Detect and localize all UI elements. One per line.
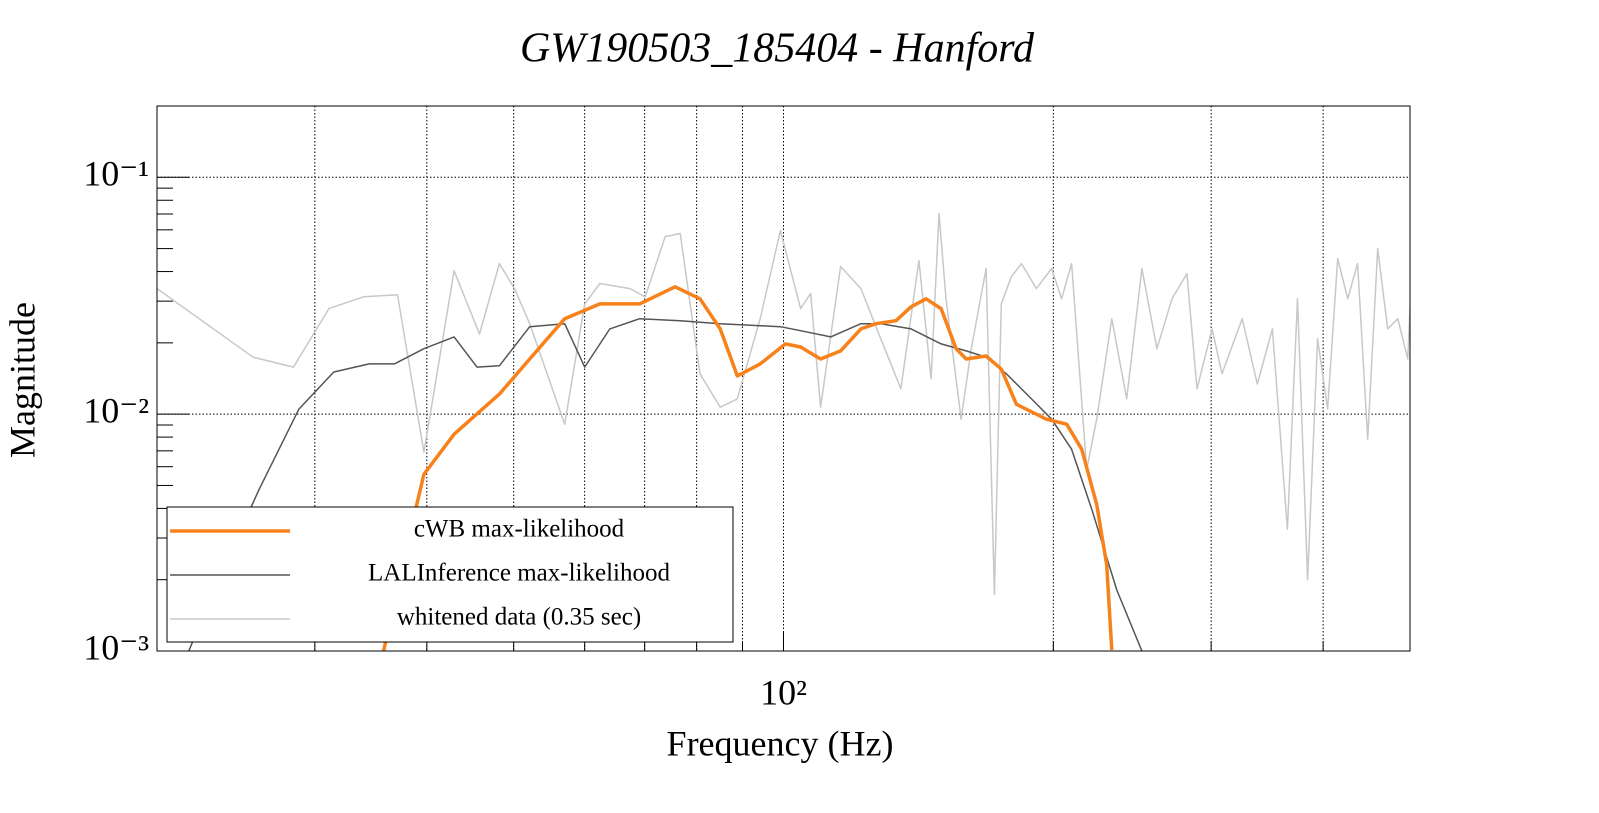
- y-axis-label: Magnitude: [2, 302, 42, 458]
- chart-title: GW190503_185404 - Hanford: [520, 26, 1035, 72]
- y-tick-label: 10⁻³: [83, 627, 149, 667]
- legend-label: LALInference max-likelihood: [368, 560, 670, 587]
- data-line: [381, 285, 1114, 651]
- y-tick-label: 10⁻¹: [83, 154, 149, 194]
- legend-label: cWB max-likelihood: [414, 516, 625, 543]
- legend-label: whitened data (0.35 sec): [397, 604, 641, 631]
- y-tick-label: 10⁻²: [83, 390, 149, 430]
- plot-frame: [156, 105, 1411, 652]
- x-axis-label: Frequency (Hz): [667, 723, 894, 763]
- plot-area: [157, 212, 1410, 651]
- data-line: [157, 212, 1410, 596]
- data-line: [188, 317, 1143, 651]
- x-tick-label: 10²: [760, 672, 807, 712]
